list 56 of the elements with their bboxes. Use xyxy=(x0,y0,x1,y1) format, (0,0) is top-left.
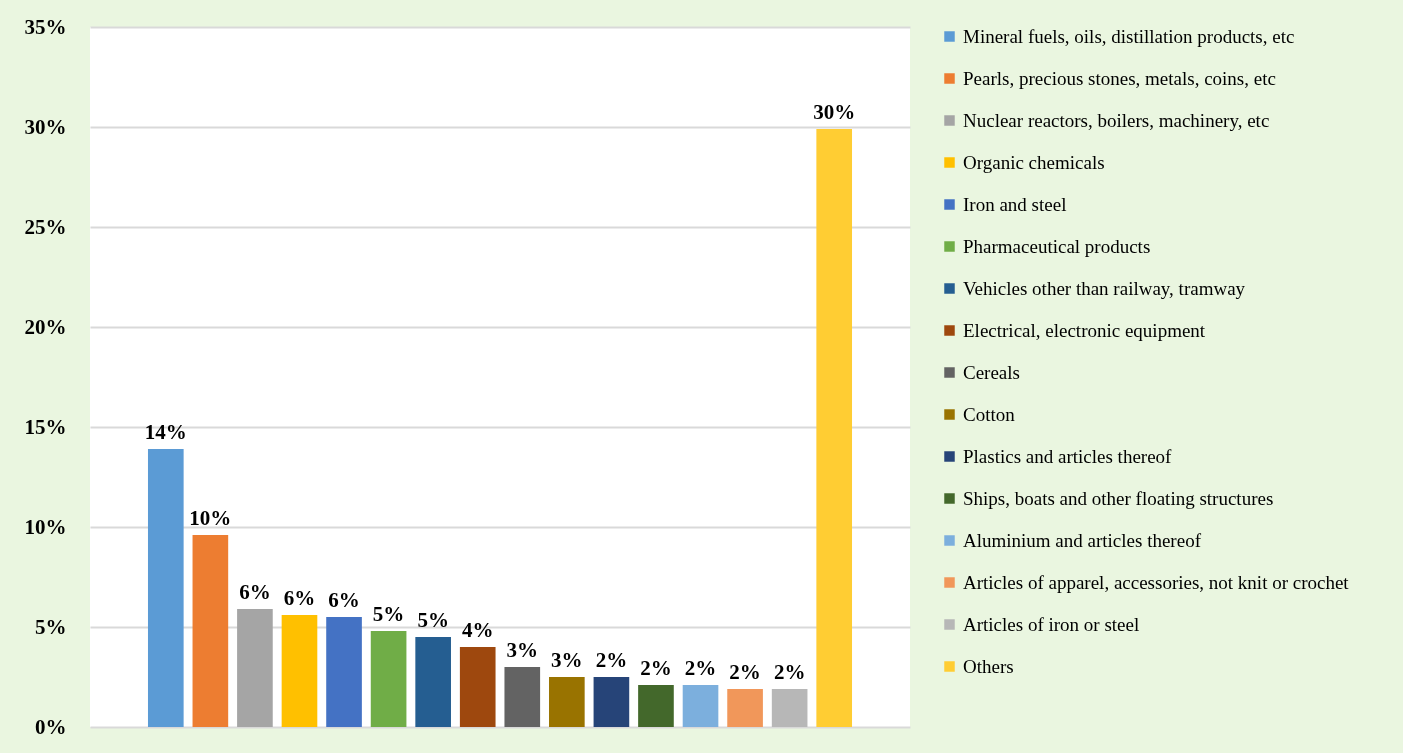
bar xyxy=(192,535,229,727)
bar xyxy=(771,689,808,727)
legend-label: Electrical, electronic equipment xyxy=(963,319,1206,341)
data-label: 2% xyxy=(595,648,628,672)
legend-label: Nuclear reactors, boilers, machinery, etc xyxy=(963,109,1270,131)
y-tick-label: 5% xyxy=(35,614,67,639)
data-label: 2% xyxy=(640,656,672,680)
data-label: 2% xyxy=(773,660,806,684)
legend-label: Articles of iron or steel xyxy=(963,613,1140,635)
data-label: 5% xyxy=(417,608,449,632)
legend-label: Aluminium and articles thereof xyxy=(963,529,1202,551)
bar xyxy=(415,637,451,727)
bar xyxy=(816,129,853,727)
data-label: 2% xyxy=(684,656,717,680)
data-label: 5% xyxy=(372,602,405,626)
legend-label: Organic chemicals xyxy=(963,151,1105,173)
bar xyxy=(593,677,630,727)
y-tick-label: 0% xyxy=(35,714,67,739)
data-label: 4% xyxy=(461,618,494,642)
y-tick-label: 15% xyxy=(24,414,67,439)
bar xyxy=(281,615,318,727)
bar xyxy=(370,631,407,727)
data-label: 2% xyxy=(729,660,761,684)
bar xyxy=(237,609,273,727)
bar xyxy=(326,617,362,727)
y-tick-label: 25% xyxy=(24,214,67,239)
data-label: 14% xyxy=(144,420,187,444)
data-label: 3% xyxy=(506,638,539,662)
data-label: 30% xyxy=(813,100,856,124)
bar xyxy=(549,677,585,727)
data-label: 6% xyxy=(283,586,316,610)
y-tick-label: 35% xyxy=(24,14,67,39)
data-label: 3% xyxy=(551,648,583,672)
bar xyxy=(638,685,674,727)
legend-label: Ships, boats and other floating structures xyxy=(963,487,1274,509)
data-label: 6% xyxy=(239,580,271,604)
y-tick-label: 30% xyxy=(24,114,67,139)
data-label: 10% xyxy=(189,506,232,530)
bar xyxy=(682,685,719,727)
data-label: 6% xyxy=(328,588,360,612)
legend-label: Plastics and articles thereof xyxy=(963,445,1173,467)
bar xyxy=(504,667,541,727)
bar xyxy=(147,449,184,727)
y-tick-label: 20% xyxy=(24,314,67,339)
legend-label: Cereals xyxy=(963,361,1020,383)
y-tick-label: 10% xyxy=(24,514,67,539)
legend-label: Others xyxy=(963,655,1014,677)
legend-label: Cotton xyxy=(963,403,1016,425)
bar xyxy=(459,647,496,727)
legend-label: Iron and steel xyxy=(963,193,1067,215)
legend-label: Articles of apparel, accessories, not knit or crochet xyxy=(963,571,1350,593)
bar xyxy=(727,689,763,727)
legend-label: Pharmaceutical products xyxy=(963,235,1151,257)
legend-label: Mineral fuels, oils, distillation products, etc xyxy=(963,25,1295,47)
legend-label: Pearls, precious stones, metals, coins, etc xyxy=(963,67,1276,89)
legend-label: Vehicles other than railway, tramway xyxy=(963,277,1246,299)
